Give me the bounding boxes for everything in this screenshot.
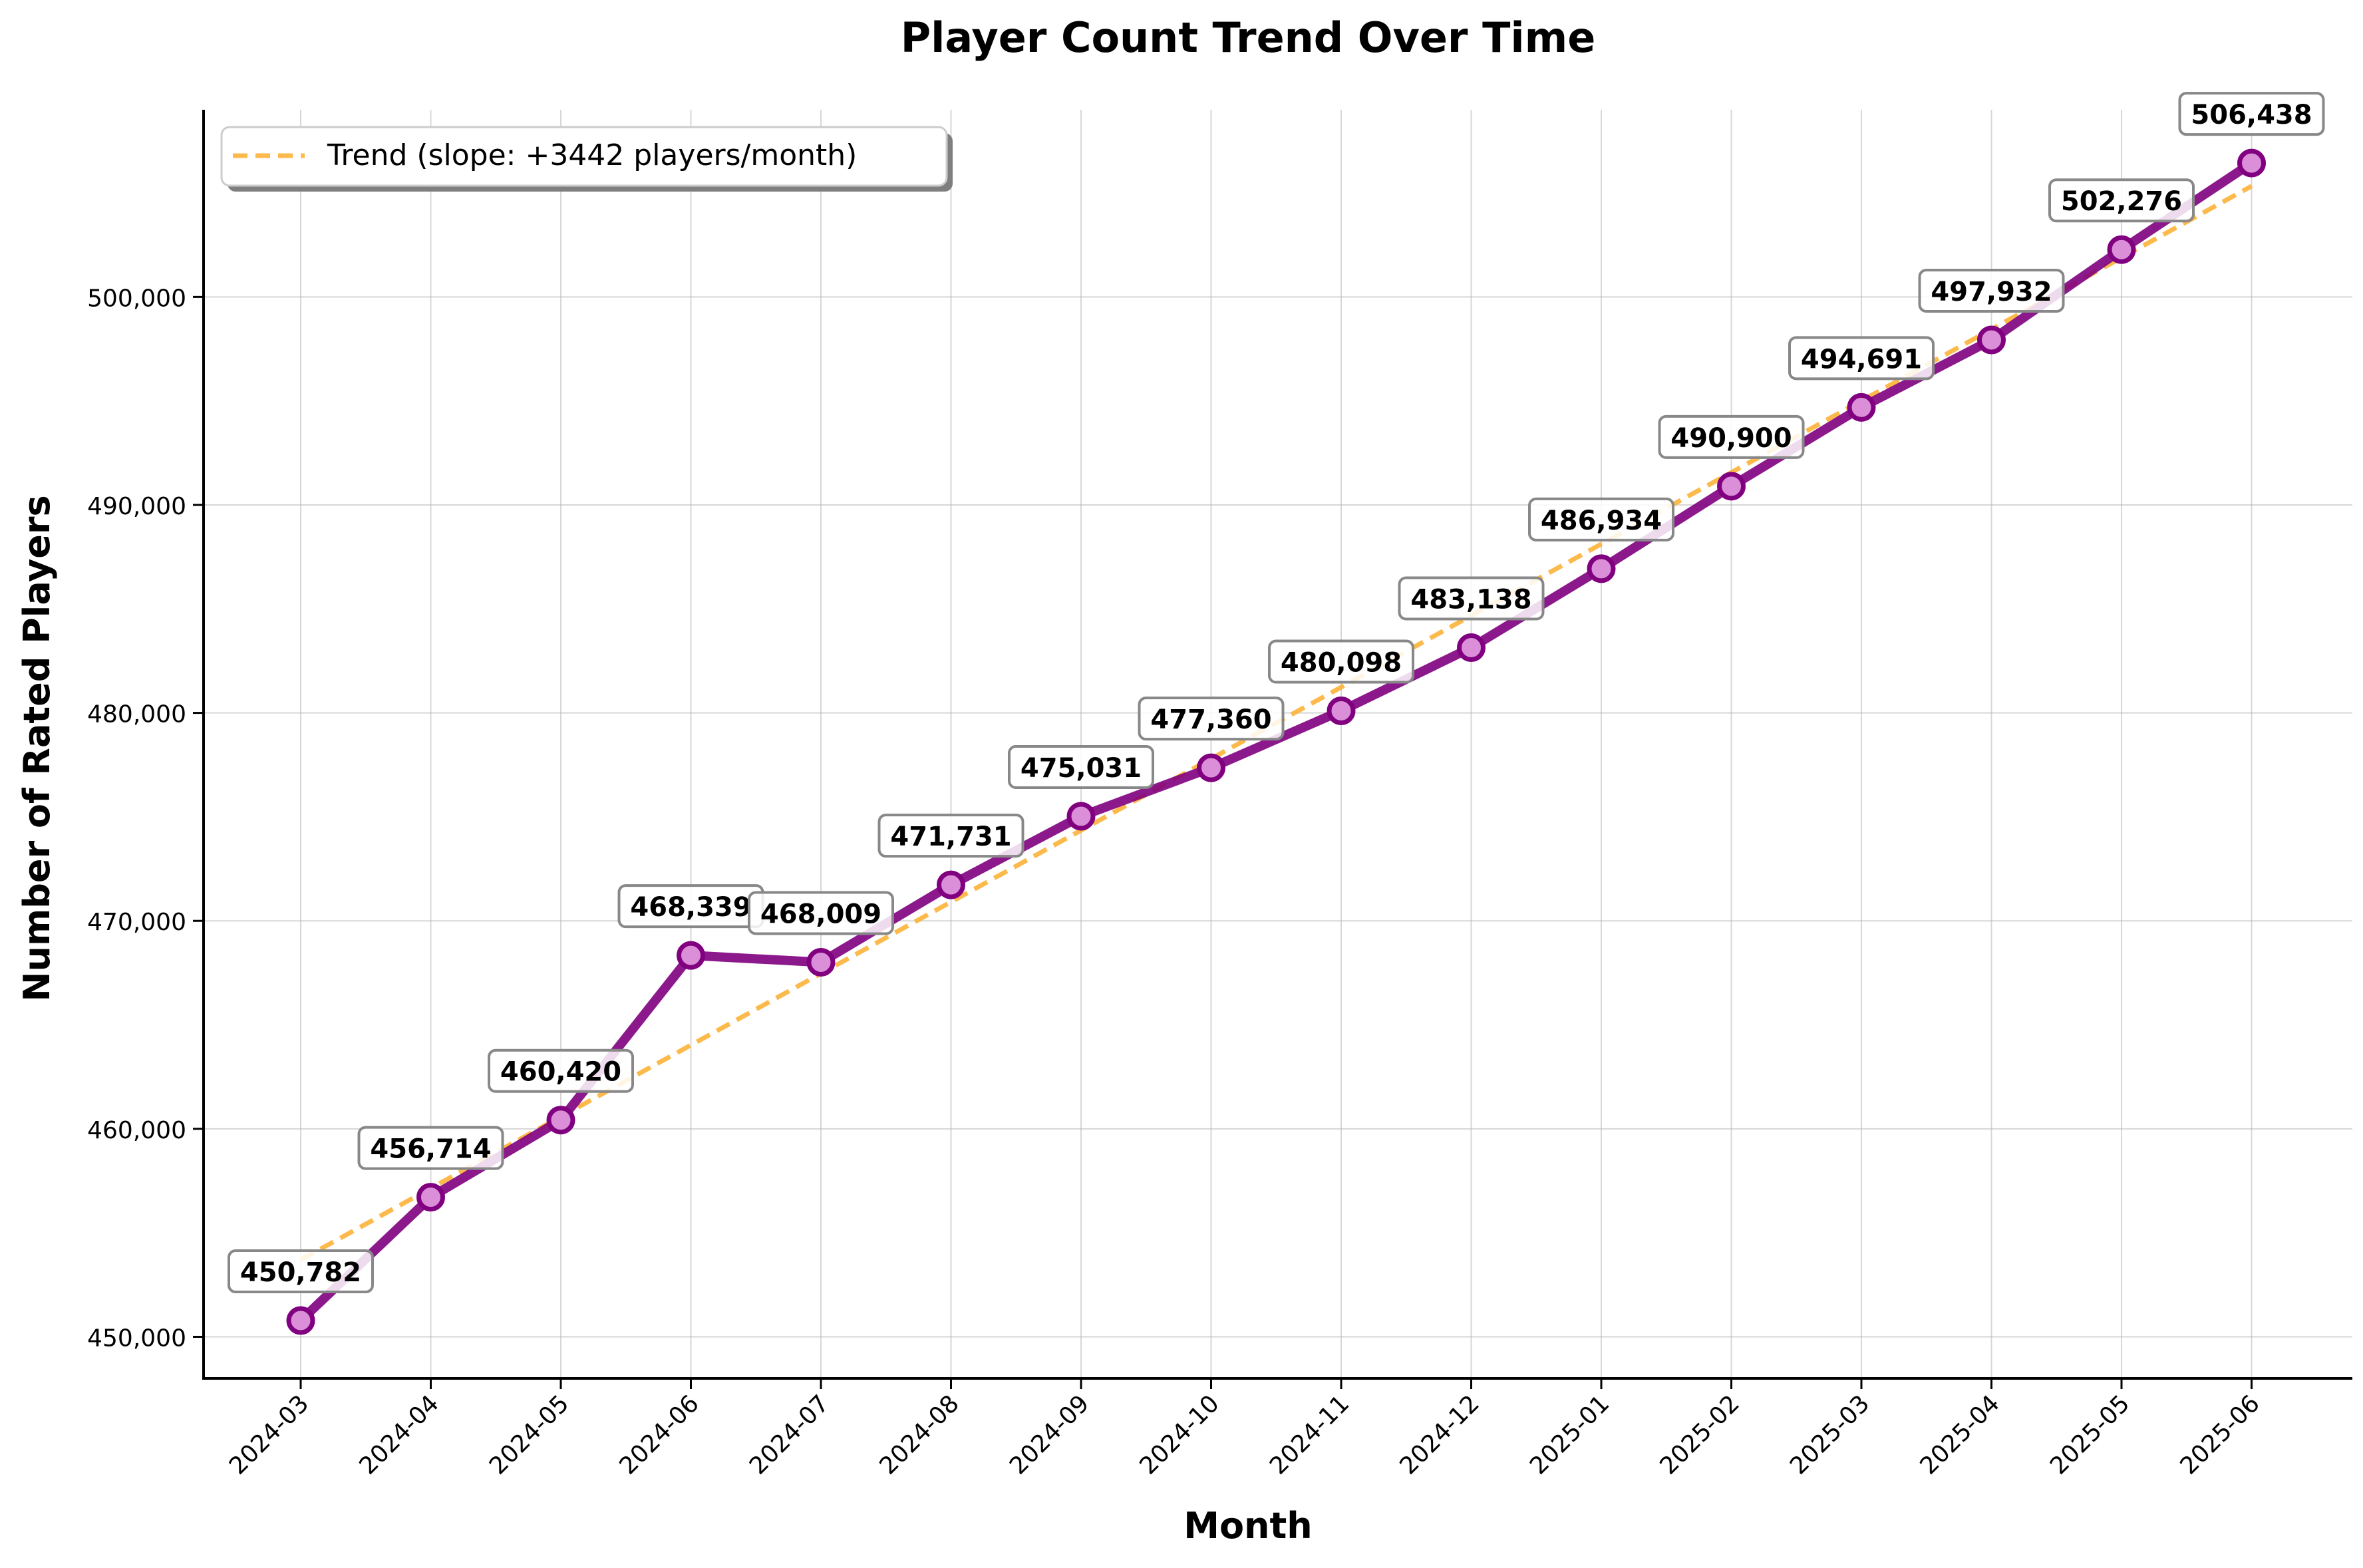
data-label-text: 506,438 (2191, 100, 2312, 130)
data-label-box (748, 891, 894, 935)
data-label: 475,031 (1008, 744, 1154, 789)
data-label-text: 468,339 (630, 892, 751, 923)
x-tick-label: 2025-04 (1915, 1390, 2005, 1480)
data-label: 480,098 (1268, 639, 1414, 684)
x-tick-label: 2025-05 (2045, 1390, 2135, 1480)
data-label: 460,420 (488, 1048, 634, 1093)
data-point (286, 1306, 315, 1335)
x-tick-label: 2025-02 (1655, 1390, 1745, 1480)
data-point (1847, 392, 1876, 422)
data-point (677, 941, 705, 970)
data-label-text: 468,009 (760, 899, 881, 929)
data-label-box (1398, 576, 1545, 621)
y-axis-label: Number of Rated Players (16, 495, 58, 1001)
x-tick-label: 2025-03 (1785, 1390, 1875, 1480)
x-tick-label: 2024-11 (1265, 1390, 1354, 1480)
legend: Trend (slope: +3442 players/month) (220, 126, 953, 192)
data-label-text: 460,420 (500, 1057, 621, 1088)
x-tick-label: 2024-06 (615, 1390, 705, 1480)
data-label-text: 502,276 (2061, 186, 2182, 217)
x-tick-label: 2024-04 (355, 1390, 444, 1480)
data-point (1327, 697, 1356, 726)
legend-frame (220, 126, 948, 187)
series-line (296, 158, 2257, 1326)
y-tick-label: 480,000 (87, 701, 186, 728)
data-label-box (1138, 697, 1285, 741)
data-point (937, 870, 965, 899)
data-label: 477,360 (1138, 697, 1285, 741)
data-label: 494,691 (1788, 336, 1935, 381)
data-label-box (1658, 414, 1805, 459)
data-label: 497,932 (1918, 269, 2065, 313)
data-label-text: 497,932 (1931, 277, 2052, 307)
data-label-text: 477,360 (1150, 705, 1271, 735)
data-point (1587, 554, 1616, 583)
y-tick-label: 470,000 (87, 909, 186, 936)
data-point (416, 1183, 445, 1212)
data-label-box (357, 1126, 504, 1170)
x-tick-label: 2024-10 (1135, 1390, 1225, 1480)
y-tick-label: 450,000 (87, 1325, 186, 1352)
y-tick-label: 500,000 (87, 285, 186, 312)
x-tick-label: 2024-08 (875, 1390, 965, 1480)
data-label: 450,782 (228, 1249, 374, 1294)
data-label-box (1528, 497, 1674, 542)
data-point (806, 947, 836, 977)
data-label: 502,276 (2048, 178, 2195, 223)
x-axis-label: Month (1183, 1505, 1313, 1547)
x-tick-label: 2024-05 (484, 1390, 574, 1480)
data-label: 483,138 (1398, 576, 1545, 621)
data-label-text: 483,138 (1410, 585, 1531, 615)
data-point (1717, 472, 1746, 501)
data-label: 486,934 (1528, 497, 1674, 542)
data-point (1977, 325, 2006, 355)
data-label-box (1918, 269, 2065, 313)
data-label-box (1008, 744, 1154, 789)
data-label-text: 450,782 (240, 1257, 361, 1288)
data-label-text: 471,731 (890, 822, 1011, 852)
data-label-box (2048, 178, 2195, 223)
data-label-box (1788, 336, 1935, 381)
x-tick-label: 2024-03 (224, 1390, 314, 1480)
data-label-text: 475,031 (1021, 753, 1142, 784)
data-point (1457, 633, 1486, 663)
series-group (286, 148, 2266, 1335)
data-label-text: 486,934 (1541, 506, 1662, 536)
data-labels-group: 450,782 456,714 460,420 468,339 468,009 471,7… (228, 92, 2325, 1294)
data-point (1197, 753, 1225, 782)
data-label: 456,714 (357, 1126, 504, 1170)
x-tick-label: 2024-12 (1395, 1390, 1485, 1480)
data-label-text: 480,098 (1281, 648, 1402, 679)
data-label: 468,339 (617, 884, 764, 929)
data-label-box (1268, 639, 1414, 684)
data-label-text: 490,900 (1670, 423, 1792, 454)
data-label-text: 456,714 (370, 1134, 491, 1165)
data-point (1066, 802, 1096, 831)
y-tick-label: 460,000 (87, 1117, 186, 1144)
data-label: 490,900 (1658, 414, 1805, 459)
x-tick-label: 2025-01 (1525, 1390, 1615, 1480)
axis-ticks: 450,000 460,000 470,000 480,000 490,000 500,0… (87, 285, 2265, 1480)
x-tick-label: 2025-06 (2175, 1390, 2265, 1480)
data-label-box (2178, 92, 2325, 136)
data-point (2107, 235, 2136, 264)
x-tick-label: 2024-09 (1005, 1390, 1094, 1480)
y-tick-label: 490,000 (87, 493, 186, 520)
data-label-box (228, 1249, 374, 1294)
data-label: 506,438 (2178, 92, 2325, 136)
data-point (546, 1106, 575, 1135)
data-label-box (488, 1048, 634, 1093)
legend-trend-label: Trend (slope: +3442 players/month) (327, 138, 857, 172)
data-point (2237, 148, 2266, 178)
x-tick-label: 2024-07 (744, 1390, 834, 1480)
data-label: 471,731 (877, 814, 1024, 858)
chart-title: Player Count Trend Over Time (901, 13, 1596, 62)
data-label: 468,009 (748, 891, 894, 935)
data-label-text: 494,691 (1801, 344, 1922, 375)
data-label-box (877, 814, 1024, 858)
